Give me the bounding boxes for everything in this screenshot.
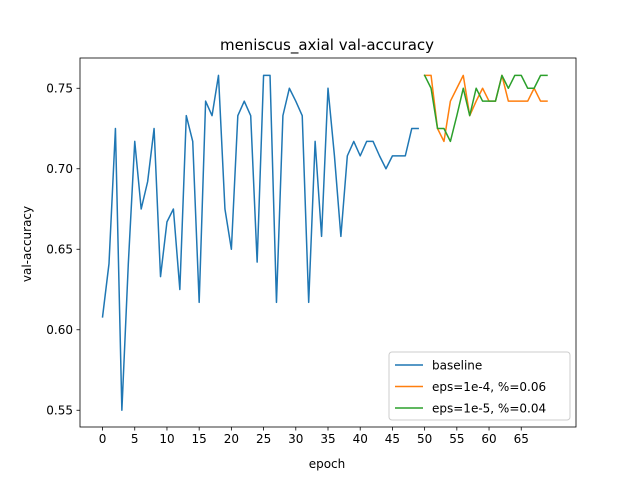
y-tick-label: 0.70 <box>46 162 73 176</box>
y-tick-label: 0.60 <box>46 323 73 337</box>
x-tick-label: 5 <box>131 432 139 446</box>
legend-label-0: baseline <box>432 358 482 372</box>
legend: baseline eps=1e-4, %=0.06 eps=1e-5, %=0.04 <box>388 351 571 421</box>
y-tick-label: 0.75 <box>46 82 73 96</box>
series-line-0 <box>101 74 419 412</box>
x-tick-label: 35 <box>320 432 335 446</box>
y-tick-label: 0.65 <box>46 243 73 257</box>
x-tick-label: 10 <box>159 432 174 446</box>
x-tick-label: 15 <box>192 432 207 446</box>
x-tick-label: 65 <box>514 432 529 446</box>
series-line-2 <box>423 74 548 143</box>
x-tick-label: 40 <box>353 432 368 446</box>
y-tick-label: 0.55 <box>46 404 73 418</box>
legend-label-1: eps=1e-4, %=0.06 <box>432 380 546 394</box>
x-tick-label: 45 <box>385 432 400 446</box>
x-tick-label: 20 <box>224 432 239 446</box>
legend-label-2: eps=1e-5, %=0.04 <box>432 401 546 415</box>
x-tick-label: 60 <box>481 432 496 446</box>
x-axis-label: epoch <box>309 457 346 471</box>
chart-title: meniscus_axial val-accuracy <box>220 36 434 55</box>
y-axis-label: val-accuracy <box>20 206 34 282</box>
x-tick-label: 0 <box>99 432 107 446</box>
x-tick-label: 25 <box>256 432 271 446</box>
x-tick-label: 30 <box>288 432 303 446</box>
legend-box <box>388 351 571 421</box>
plot-area: 0 5 10 15 20 25 30 35 40 45 50 55 60 65 0.55 0.60 0.65 0.… <box>46 57 577 446</box>
series-line-1 <box>423 74 548 143</box>
x-tick-label: 55 <box>449 432 464 446</box>
x-tick-label: 50 <box>417 432 432 446</box>
